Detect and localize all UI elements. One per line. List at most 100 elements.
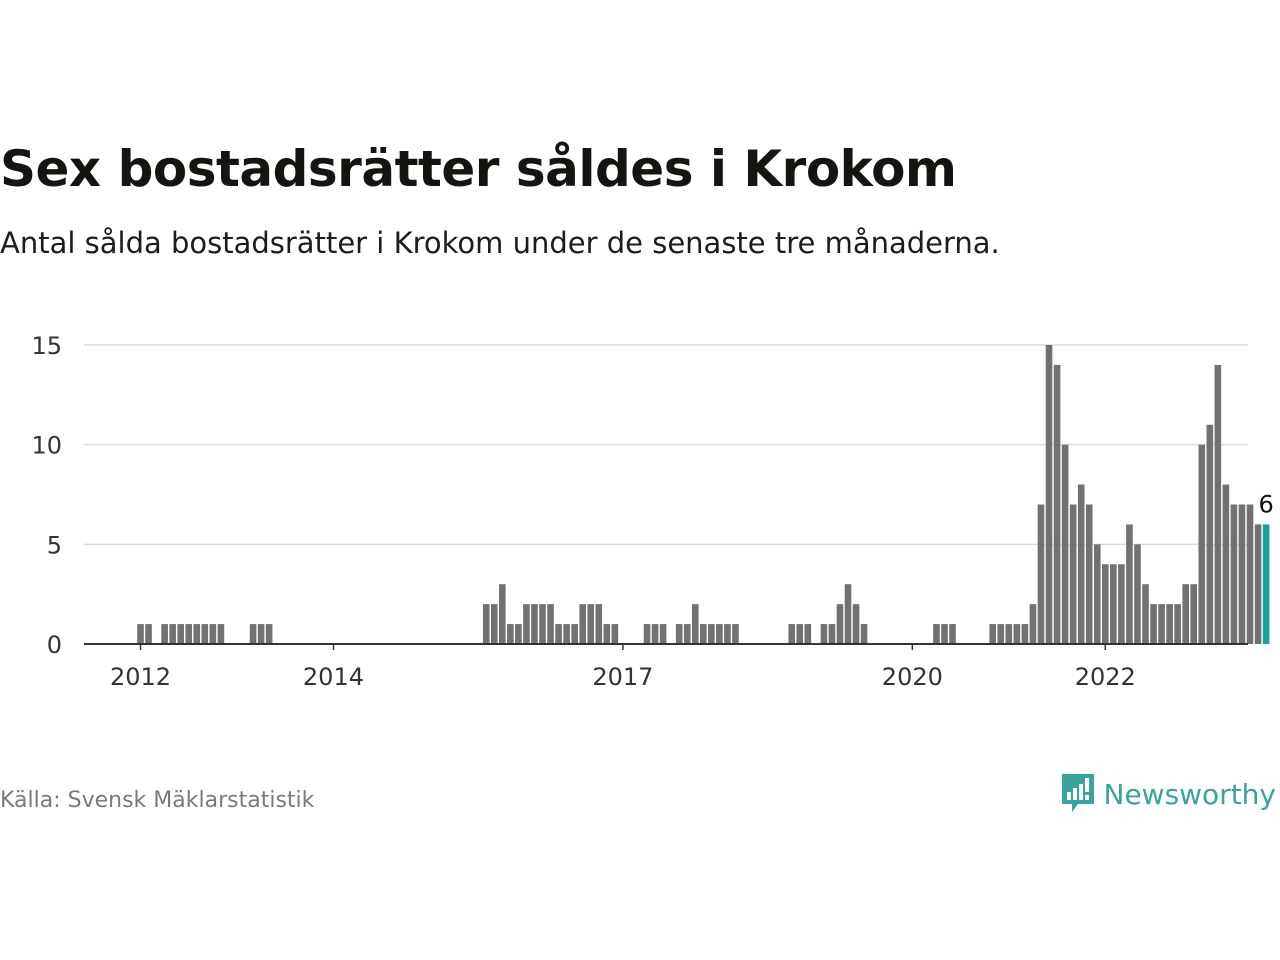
bar — [1166, 604, 1173, 644]
chart-title: Sex bostadsrätter såldes i Krokom — [0, 140, 957, 198]
bar — [1005, 624, 1013, 644]
newsworthy-logo-icon — [1061, 774, 1094, 812]
bar — [1174, 604, 1181, 644]
bar — [1134, 544, 1141, 644]
bar — [265, 624, 273, 644]
y-tick-label: 10 — [31, 432, 62, 460]
bar — [531, 604, 538, 644]
y-tick-label: 5 — [47, 531, 62, 559]
bar — [1238, 504, 1246, 644]
bar — [1198, 444, 1206, 644]
bar — [724, 624, 731, 644]
brand-name: Newsworthy — [1103, 777, 1277, 811]
bar — [482, 604, 490, 644]
bar — [1230, 504, 1238, 644]
bar — [860, 624, 868, 644]
chart-subtitle: Antal sålda bostadsrätter i Krokom under… — [0, 226, 1000, 260]
bar — [1102, 564, 1109, 644]
bars — [137, 345, 1270, 644]
bar-highlight — [1262, 524, 1270, 644]
bar — [989, 624, 997, 644]
x-tick-label: 2020 — [882, 663, 943, 691]
bar — [555, 624, 562, 644]
x-tick-label: 2012 — [110, 663, 171, 691]
bar — [1110, 564, 1117, 644]
data-labels: 6 — [1258, 490, 1273, 518]
bar — [137, 624, 144, 644]
bar — [732, 624, 739, 644]
bar — [507, 624, 514, 644]
bar — [1013, 624, 1021, 644]
bar — [201, 624, 209, 644]
bar — [1222, 484, 1230, 644]
bar — [1182, 584, 1189, 644]
bar — [651, 624, 659, 644]
bar — [691, 604, 699, 644]
bar — [563, 624, 570, 644]
bar — [675, 624, 683, 644]
bar — [499, 584, 506, 644]
bar — [145, 624, 152, 644]
bar — [828, 624, 836, 644]
bar — [547, 604, 554, 644]
bar — [161, 624, 168, 644]
bar — [1158, 604, 1165, 644]
x-tick-label: 2014 — [303, 663, 364, 691]
bar — [1037, 504, 1045, 644]
bar — [490, 604, 498, 644]
bar — [1214, 364, 1222, 644]
y-tick-label: 0 — [47, 631, 62, 659]
bar — [193, 624, 201, 644]
bar — [1206, 424, 1214, 644]
bar — [257, 624, 265, 644]
bar — [844, 584, 852, 644]
bar — [177, 624, 184, 644]
bar — [1190, 584, 1198, 644]
bar — [603, 624, 611, 644]
bar — [169, 624, 176, 644]
bar — [209, 624, 217, 644]
bar — [579, 604, 586, 644]
bar — [1093, 544, 1101, 644]
bar — [1142, 584, 1149, 644]
bar — [1150, 604, 1157, 644]
bar — [1029, 604, 1037, 644]
bar — [683, 624, 691, 644]
bar — [595, 604, 603, 644]
bar — [708, 624, 715, 644]
bar — [643, 624, 651, 644]
brand-logo[interactable]: Newsworthy — [1060, 772, 1277, 816]
y-tick-label: 15 — [31, 332, 62, 360]
bar — [997, 624, 1005, 644]
bar — [217, 624, 225, 644]
bar — [852, 604, 860, 644]
bar — [659, 624, 667, 644]
bar — [796, 624, 804, 644]
bar — [933, 624, 940, 644]
bar — [820, 624, 828, 644]
bar — [1085, 504, 1093, 644]
bar — [539, 604, 546, 644]
bar — [1045, 345, 1053, 644]
last-value-label: 6 — [1258, 490, 1273, 518]
bar — [1053, 364, 1061, 644]
bar — [949, 624, 956, 644]
bar — [515, 624, 522, 644]
bar — [185, 624, 193, 644]
bar — [700, 624, 707, 644]
bar — [1061, 444, 1069, 644]
y-axis-ticks: 0 5 10 15 — [31, 332, 62, 659]
bar — [941, 624, 948, 644]
bar — [804, 624, 812, 644]
bar-chart: 0 5 10 15 2012 2014 2017 2020 2022 6 — [31, 332, 1273, 691]
bar — [587, 604, 595, 644]
bar — [1069, 504, 1077, 644]
bar — [1118, 564, 1125, 644]
bar — [1077, 484, 1085, 644]
bar — [523, 604, 530, 644]
bar — [611, 624, 619, 644]
bar — [571, 624, 578, 644]
bar — [716, 624, 723, 644]
bar — [249, 624, 257, 644]
x-tick-label: 2017 — [592, 663, 653, 691]
